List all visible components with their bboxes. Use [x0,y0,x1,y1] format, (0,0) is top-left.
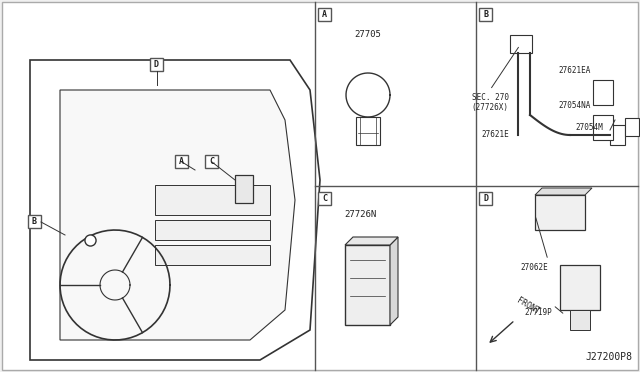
FancyBboxPatch shape [356,117,380,145]
FancyBboxPatch shape [610,125,625,145]
Text: 27054M: 27054M [575,123,603,132]
FancyBboxPatch shape [150,58,163,71]
PathPatch shape [30,60,320,360]
FancyBboxPatch shape [318,8,331,21]
Text: D: D [154,60,159,69]
FancyBboxPatch shape [560,265,600,310]
FancyBboxPatch shape [593,80,613,105]
FancyBboxPatch shape [205,155,218,168]
Text: 27719P: 27719P [524,308,552,317]
FancyBboxPatch shape [479,192,492,205]
FancyBboxPatch shape [155,245,270,265]
Text: 27621EA: 27621EA [559,66,591,75]
Text: A: A [179,157,184,166]
FancyBboxPatch shape [175,155,188,168]
FancyBboxPatch shape [235,175,253,203]
FancyBboxPatch shape [155,220,270,240]
Text: C: C [209,157,214,166]
FancyBboxPatch shape [625,118,639,136]
Text: B: B [32,217,37,226]
PathPatch shape [60,90,295,340]
Text: SEC. 270
(27726X): SEC. 270 (27726X) [472,93,509,112]
Text: 27054NA: 27054NA [559,101,591,110]
Text: FRONT: FRONT [515,296,541,316]
PathPatch shape [390,237,398,325]
FancyBboxPatch shape [535,195,585,230]
Text: 27621E: 27621E [481,130,509,139]
PathPatch shape [535,188,592,195]
FancyBboxPatch shape [510,35,532,53]
FancyBboxPatch shape [570,310,590,330]
FancyBboxPatch shape [593,115,613,140]
Text: B: B [483,10,488,19]
PathPatch shape [345,237,398,245]
FancyBboxPatch shape [318,192,331,205]
Text: C: C [322,194,327,203]
FancyBboxPatch shape [155,185,270,215]
FancyBboxPatch shape [28,215,41,228]
Text: 27705: 27705 [355,30,381,39]
FancyBboxPatch shape [345,245,390,325]
Text: 27062E: 27062E [520,263,548,272]
Text: D: D [483,194,488,203]
Text: 27726N: 27726N [344,210,376,219]
Text: J27200P8: J27200P8 [585,352,632,362]
Text: A: A [322,10,327,19]
FancyBboxPatch shape [479,8,492,21]
